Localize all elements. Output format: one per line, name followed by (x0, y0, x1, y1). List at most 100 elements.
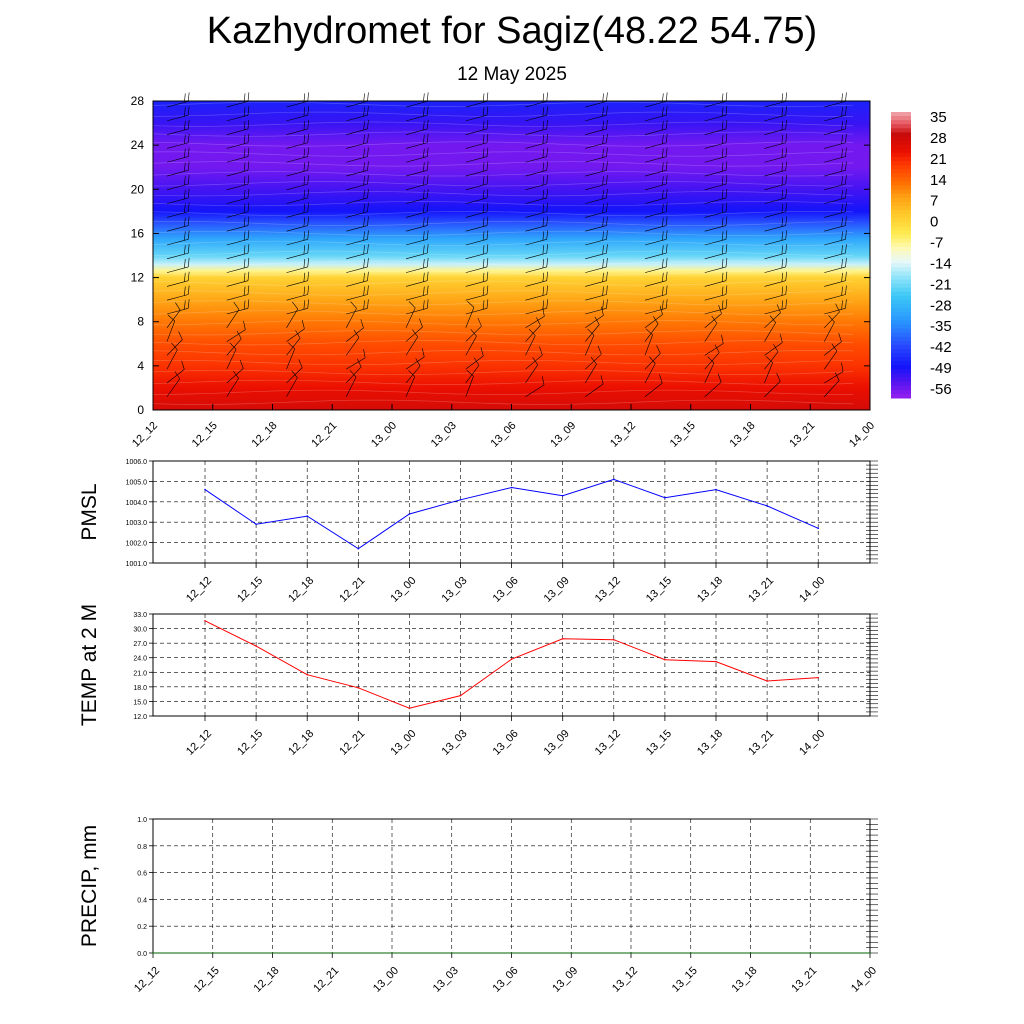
wind-barb-flag (779, 333, 783, 343)
temperature-field (153, 101, 870, 410)
wind-barb-flag (184, 162, 186, 172)
wind-barb-flag (247, 244, 250, 254)
wind-barb-flag (785, 188, 787, 198)
wind-barb-staff (405, 156, 428, 163)
data-point (408, 707, 411, 710)
contour-line (152, 369, 854, 376)
wind-barb-staff (346, 114, 368, 122)
wind-barb-flag (542, 217, 545, 227)
wind-barb-flag (423, 286, 425, 296)
x-tick-label: 13_06 (491, 728, 521, 758)
wind-barb-staff (704, 211, 727, 218)
colorbar-segment (891, 156, 911, 162)
wind-barb-staff (704, 225, 727, 232)
wind-barb-staff (465, 170, 488, 177)
wind-barb-flag (721, 245, 724, 255)
wind-barb-flag (184, 176, 186, 186)
y-tick-label: 0.8 (137, 844, 147, 851)
y-axis-label: TEMP at 2 M (78, 604, 101, 726)
wind-barb-flag (167, 314, 175, 322)
wind-barb-staff (286, 101, 308, 108)
wind-barb-flag (781, 300, 784, 310)
wind-barb-flag (187, 106, 190, 116)
wind-barb-flag (363, 176, 365, 186)
x-tick-label: 12_21 (309, 420, 339, 450)
wind-barb-flag (291, 370, 298, 378)
wind-barb-flag (184, 300, 186, 310)
wind-barb-flag (423, 176, 425, 186)
wind-barb-flag (486, 230, 489, 240)
colorbar-segment (891, 246, 911, 252)
wind-barb-flag (546, 161, 548, 171)
wind-barb-flag (785, 202, 787, 212)
wind-barb-flag (184, 203, 186, 213)
wind-barb-staff (764, 225, 786, 232)
wind-barb-flag (307, 202, 309, 212)
wind-barb-staff (704, 170, 727, 177)
wind-barb-staff (346, 225, 368, 232)
colorbar-segment (891, 271, 911, 276)
data-point (357, 547, 360, 550)
wind-barb-staff (226, 294, 249, 301)
x-tick-label: 13_09 (542, 575, 572, 605)
wind-barb-flag (606, 299, 608, 309)
wind-barb-staff (405, 365, 421, 384)
wind-barb-flag (247, 147, 250, 157)
data-point (204, 488, 206, 491)
wind-barb-staff (644, 170, 667, 177)
x-tick-label: 13_00 (388, 728, 418, 758)
wind-barb-staff (764, 308, 786, 315)
colorbar-segment (891, 328, 911, 334)
wind-barb-flag (542, 189, 545, 200)
data-point (152, 952, 154, 954)
wind-barb-flag (725, 285, 728, 295)
contour-line (152, 350, 854, 356)
wind-barb-flag (606, 285, 608, 295)
colorbar-segment (891, 381, 911, 387)
wind-barb-flag (845, 92, 847, 102)
wind-barb-staff (644, 294, 667, 301)
colorbar-segment (891, 250, 911, 256)
wind-barb-flag (602, 148, 604, 158)
wind-barb-flag (426, 175, 429, 185)
wind-barb-flag (546, 285, 548, 295)
wind-barb-flag (725, 161, 728, 171)
colorbar-segment (891, 181, 911, 187)
wind-barb-flag (307, 271, 309, 281)
wind-barb-staff (346, 239, 368, 246)
wind-barb-staff (824, 371, 844, 384)
wind-barb-staff (226, 349, 237, 370)
wind-barb-flag (721, 121, 724, 131)
wind-barb-staff (525, 142, 547, 149)
wind-barb-staff (286, 367, 303, 384)
wind-barb-flag (721, 134, 724, 144)
x-tick-label: 12_18 (250, 420, 280, 450)
wind-barb-flag (426, 299, 429, 309)
wind-barb-flag (721, 189, 724, 200)
x-tick-label: 13_15 (644, 728, 674, 758)
x-tick-label: 13_12 (608, 420, 638, 450)
wind-barb-staff (644, 363, 656, 384)
wind-barb-staff (764, 252, 786, 260)
wind-barb-flag (845, 271, 847, 281)
colorbar-segment (891, 201, 911, 207)
contour-line (152, 201, 854, 207)
wind-barb-staff (286, 308, 299, 328)
wind-barb-flag (367, 244, 369, 254)
wind-barb-flag (426, 119, 429, 129)
wind-barb-flag (423, 272, 425, 282)
colorbar-label: 7 (930, 193, 938, 210)
wind-barb-staff (465, 266, 488, 273)
wind-barb-staff (465, 308, 488, 315)
wind-barb-staff (525, 325, 541, 342)
wind-barb-flag (247, 119, 250, 129)
wind-barb-staff (824, 266, 846, 273)
y-tick-label: 4 (137, 359, 144, 373)
colorbar-segment (891, 304, 911, 309)
wind-barb-flag (714, 344, 720, 353)
wind-barb-flag (363, 286, 365, 296)
colorbar-segment (891, 144, 911, 150)
wind-barb-staff (346, 211, 368, 218)
wind-barb-staff (525, 101, 547, 108)
wind-barb-flag (838, 332, 842, 342)
